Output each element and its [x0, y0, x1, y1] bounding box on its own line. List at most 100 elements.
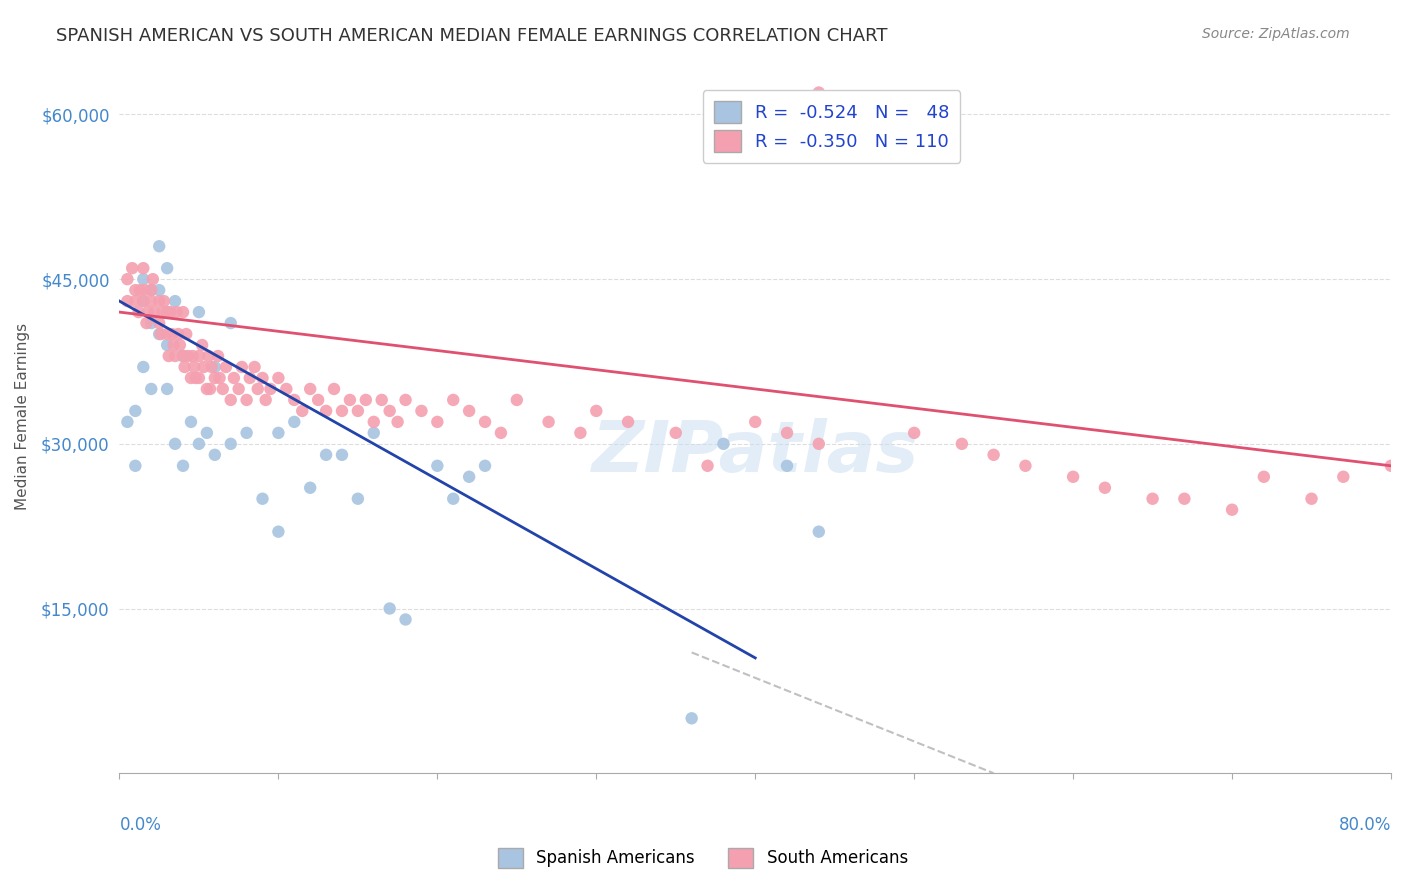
Point [124, 283, 146, 297]
Point [166, 305, 188, 319]
Point [458, 404, 481, 418]
Point [267, 425, 290, 440]
Point [1173, 491, 1195, 506]
Point [141, 283, 163, 297]
Point [156, 382, 179, 396]
Text: 0.0%: 0.0% [120, 816, 162, 834]
Point [411, 404, 433, 418]
Point [187, 305, 209, 319]
Point [347, 491, 370, 506]
Point [148, 239, 170, 253]
Point [183, 359, 205, 374]
Text: SPANISH AMERICAN VS SOUTH AMERICAN MEDIAN FEMALE EARNINGS CORRELATION CHART: SPANISH AMERICAN VS SOUTH AMERICAN MEDIA… [56, 27, 887, 45]
Point [181, 349, 204, 363]
Point [347, 404, 370, 418]
Point [246, 382, 269, 396]
Point [363, 415, 385, 429]
Point [807, 437, 830, 451]
Point [1220, 502, 1243, 516]
Point [219, 437, 242, 451]
Point [132, 272, 155, 286]
Point [187, 437, 209, 451]
Point [141, 316, 163, 330]
Point [489, 425, 512, 440]
Point [124, 404, 146, 418]
Point [173, 359, 195, 374]
Point [117, 415, 139, 429]
Point [165, 349, 187, 363]
Point [363, 425, 385, 440]
Point [299, 382, 322, 396]
Point [219, 316, 242, 330]
Point [117, 272, 139, 286]
Point [903, 425, 925, 440]
Point [267, 524, 290, 539]
Point [1142, 491, 1164, 506]
Point [159, 305, 181, 319]
Point [426, 458, 449, 473]
Point [441, 491, 464, 506]
Point [378, 404, 401, 418]
Point [204, 371, 226, 385]
Point [117, 294, 139, 309]
Point [330, 404, 353, 418]
Point [156, 327, 179, 342]
Point [195, 382, 218, 396]
Point [254, 392, 277, 407]
Point [387, 415, 409, 429]
Point [354, 392, 377, 407]
Point [204, 448, 226, 462]
Point [394, 392, 416, 407]
Point [162, 338, 184, 352]
Point [1062, 470, 1084, 484]
Point [121, 261, 143, 276]
Point [184, 371, 207, 385]
Point [807, 86, 830, 100]
Point [370, 392, 392, 407]
Point [193, 359, 215, 374]
Point [283, 392, 305, 407]
Point [215, 359, 238, 374]
Point [235, 425, 257, 440]
Point [713, 437, 735, 451]
Point [135, 316, 157, 330]
Point [156, 305, 179, 319]
Point [776, 425, 799, 440]
Point [239, 371, 262, 385]
Point [291, 404, 314, 418]
Point [191, 338, 214, 352]
Point [124, 458, 146, 473]
Point [585, 404, 607, 418]
Point [169, 338, 191, 352]
Point [394, 612, 416, 626]
Point [177, 349, 200, 363]
Legend: Spanish Americans, South Americans: Spanish Americans, South Americans [491, 841, 915, 875]
Point [983, 448, 1005, 462]
Point [315, 404, 337, 418]
Point [148, 316, 170, 330]
Point [330, 448, 353, 462]
Point [681, 711, 703, 725]
Text: Source: ZipAtlas.com: Source: ZipAtlas.com [1202, 27, 1350, 41]
Point [744, 415, 766, 429]
Point [228, 382, 250, 396]
Point [441, 392, 464, 407]
Point [243, 359, 266, 374]
Point [267, 371, 290, 385]
Point [235, 392, 257, 407]
Point [1379, 458, 1402, 473]
Point [165, 294, 187, 309]
Point [132, 359, 155, 374]
Point [1301, 491, 1323, 506]
Point [172, 458, 194, 473]
Point [160, 327, 183, 342]
Point [474, 415, 496, 429]
Point [172, 349, 194, 363]
Point [208, 371, 231, 385]
Point [156, 261, 179, 276]
Point [132, 261, 155, 276]
Point [950, 437, 973, 451]
Point [252, 371, 274, 385]
Point [426, 415, 449, 429]
Point [201, 359, 224, 374]
